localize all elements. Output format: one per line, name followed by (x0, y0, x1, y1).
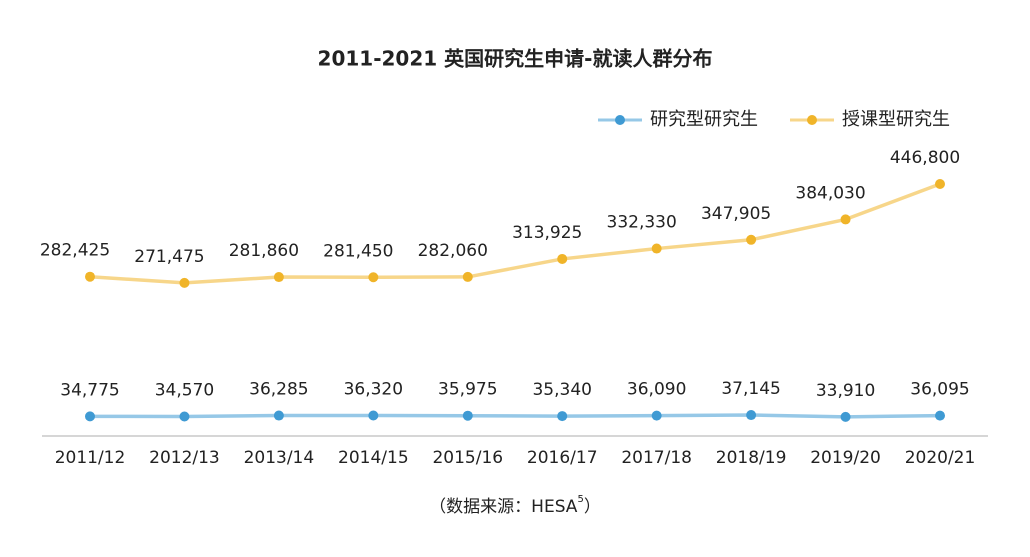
data-label: 446,800 (890, 148, 960, 168)
data-point (557, 411, 568, 422)
x-tick-label: 2011/12 (55, 448, 126, 468)
x-tick-label: 2017/18 (621, 448, 692, 468)
x-tick-label: 2020/21 (905, 448, 976, 468)
source-end: ） (584, 497, 601, 517)
data-point (179, 277, 190, 288)
x-tick-label: 2016/17 (527, 448, 598, 468)
data-point (746, 234, 757, 245)
x-tick-label: 2015/16 (432, 448, 503, 468)
source-text: （数据来源：HESA (429, 497, 578, 517)
data-label: 35,340 (532, 380, 591, 400)
data-point (840, 411, 851, 422)
x-tick-label: 2013/14 (244, 448, 315, 468)
data-point (462, 271, 473, 282)
data-point (273, 410, 284, 421)
source-superscript: 5 (577, 494, 583, 505)
data-point (557, 253, 568, 264)
data-label: 35,975 (438, 380, 497, 400)
data-label: 282,060 (418, 241, 488, 261)
data-point (368, 272, 379, 283)
data-label: 271,475 (134, 247, 204, 267)
data-label: 282,425 (40, 241, 110, 261)
data-label: 313,925 (512, 223, 582, 243)
data-point (651, 243, 662, 254)
series-line (89, 182, 941, 285)
data-label: 332,330 (607, 213, 677, 233)
data-point (651, 410, 662, 421)
data-point (840, 214, 851, 225)
data-point (179, 411, 190, 422)
x-tick-label: 2014/15 (338, 448, 409, 468)
legend-dot (807, 115, 817, 125)
data-point (935, 410, 945, 421)
chart-title: 2011-2021 英国研究生申请-就读人群分布 (318, 47, 713, 71)
data-point (935, 179, 945, 189)
data-label: 36,320 (344, 380, 403, 400)
source-note: （数据来源：HESA5） (429, 494, 601, 517)
data-point (462, 410, 473, 421)
data-label: 347,905 (701, 204, 771, 224)
data-label: 281,450 (323, 241, 393, 261)
data-label: 36,090 (627, 380, 686, 400)
data-label: 37,145 (721, 379, 780, 399)
data-label: 34,570 (155, 381, 214, 401)
data-label: 36,285 (249, 380, 308, 400)
data-point (273, 272, 284, 283)
data-label: 281,860 (229, 241, 299, 261)
legend-label: 授课型研究生 (842, 109, 950, 130)
data-label: 33,910 (816, 381, 875, 401)
legend-label: 研究型研究生 (650, 109, 758, 130)
data-point (368, 410, 379, 421)
x-tick-label: 2012/13 (149, 448, 220, 468)
data-point (85, 271, 95, 282)
legend-dot (615, 115, 625, 125)
x-tick-label: 2018/19 (716, 448, 787, 468)
x-tick-label: 2019/20 (810, 448, 881, 468)
data-point (746, 410, 757, 421)
data-label: 34,775 (60, 380, 119, 400)
data-label: 384,030 (795, 183, 865, 203)
series-line (89, 413, 941, 419)
data-label: 36,095 (910, 380, 969, 400)
data-point (85, 411, 95, 422)
